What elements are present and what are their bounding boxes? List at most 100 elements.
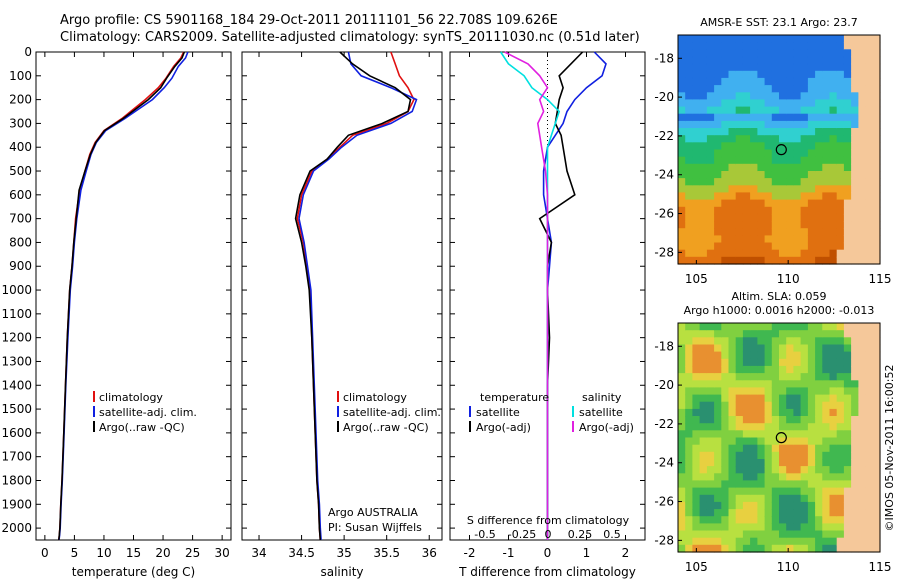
map-cell	[872, 430, 881, 439]
map-cell	[706, 113, 715, 122]
map-cell	[815, 466, 823, 474]
map-cell	[822, 358, 831, 367]
map-cell	[699, 501, 708, 510]
map-cell	[872, 135, 881, 143]
map-cell	[678, 235, 686, 244]
map-cell	[735, 466, 744, 474]
map-cell	[807, 480, 816, 489]
map-cell	[735, 235, 744, 244]
map-cell	[865, 451, 874, 460]
map-cell	[764, 156, 773, 165]
map-cell	[757, 523, 766, 532]
map-cell	[779, 337, 787, 346]
map-cell	[807, 466, 816, 474]
map-cell	[764, 249, 773, 258]
map-cell	[872, 451, 881, 460]
series-line	[58, 51, 185, 541]
map-cell	[771, 466, 780, 474]
map-cell	[815, 401, 823, 410]
map-cell	[721, 199, 730, 208]
map-cell	[815, 437, 823, 446]
map-cell	[714, 501, 722, 510]
map-cell	[779, 228, 787, 236]
map-cell	[750, 337, 758, 346]
map-cell	[843, 70, 852, 79]
map-cell	[757, 530, 766, 539]
map-cell	[764, 408, 773, 417]
map-cell	[721, 494, 730, 503]
map-cell	[843, 128, 852, 136]
map-cell	[678, 56, 686, 65]
map-cell	[750, 70, 758, 79]
map-cell	[800, 401, 809, 410]
map-cell	[699, 509, 708, 517]
map-cell	[714, 358, 722, 367]
map-cell	[872, 344, 881, 353]
map-cell	[800, 416, 809, 424]
map-cell	[699, 256, 708, 265]
map-cell	[822, 387, 831, 396]
map-cell	[728, 178, 737, 186]
map-cell	[858, 330, 867, 338]
map-cell	[858, 544, 867, 553]
map-cell	[771, 49, 780, 58]
map-cell	[822, 365, 831, 374]
map-cell	[786, 516, 794, 524]
map-cell	[865, 70, 874, 79]
map-cell	[757, 451, 766, 460]
map-cell	[678, 473, 686, 482]
map-cell	[786, 70, 794, 79]
map-y-tick-label: -26	[654, 207, 674, 221]
map-cell	[757, 49, 766, 58]
map-cell	[836, 387, 845, 396]
map-cell	[865, 99, 874, 108]
map-cell	[829, 92, 838, 101]
map-cell	[786, 206, 794, 215]
map-cell	[815, 171, 823, 179]
map-cell	[786, 437, 794, 446]
map-cell	[692, 178, 701, 186]
map-cell	[865, 106, 874, 115]
map-cell	[728, 444, 737, 453]
map-cell	[706, 199, 715, 208]
map-cell	[728, 466, 737, 474]
map-cell	[706, 135, 715, 143]
map-cell	[728, 358, 737, 367]
map-cell	[851, 430, 859, 439]
map-cell	[786, 128, 794, 136]
map-cell	[764, 523, 773, 532]
map-cell	[678, 437, 686, 446]
map-cell	[815, 494, 823, 503]
map-cell	[829, 451, 838, 460]
map-cell	[786, 373, 794, 381]
map-cell	[779, 408, 787, 417]
map-cell	[757, 35, 766, 43]
map-cell	[858, 394, 867, 403]
map-cell	[800, 77, 809, 86]
map-cell	[699, 42, 708, 50]
map-cell	[786, 487, 794, 496]
map-cell	[685, 509, 693, 517]
map-cell	[872, 516, 881, 524]
map-cell	[692, 408, 701, 417]
map-cell	[800, 213, 809, 222]
map-cell	[771, 113, 780, 122]
map-cell	[836, 380, 845, 389]
map-cell	[865, 523, 874, 532]
map-cell	[836, 185, 845, 194]
map-cell	[858, 63, 867, 72]
x-tick-label: 2	[622, 546, 630, 560]
secondary-tick-label: -0.25	[508, 528, 536, 541]
map-cell	[685, 337, 693, 346]
map-cell	[786, 199, 794, 208]
map-cell	[779, 178, 787, 186]
map-cell	[678, 544, 686, 553]
map-cell	[858, 120, 867, 129]
map-cell	[742, 530, 751, 539]
map-cell	[843, 537, 852, 546]
map-cell	[757, 185, 766, 194]
map-cell	[807, 77, 816, 86]
map-cell	[779, 487, 787, 496]
map-cell	[678, 178, 686, 186]
map-cell	[793, 199, 802, 208]
